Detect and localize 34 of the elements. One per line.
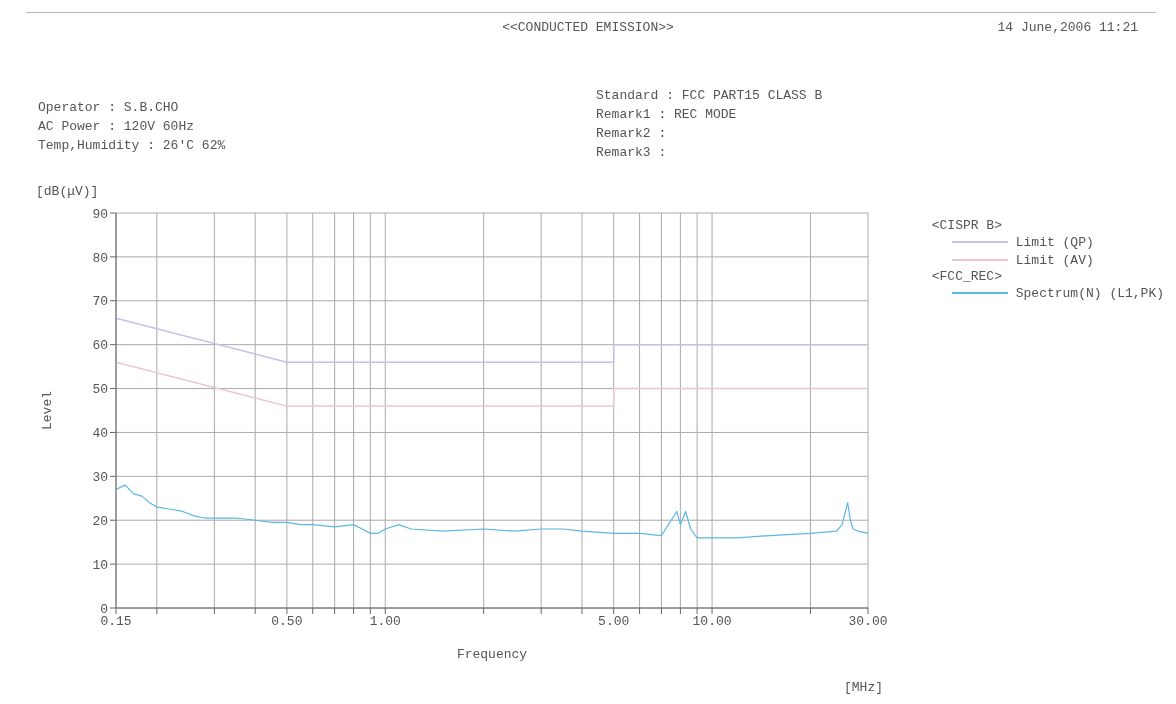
legend-label: Limit (AV) (1015, 252, 1094, 268)
y-tick-label: 80 (92, 250, 108, 266)
y-tick-label: 0 (100, 601, 108, 617)
text: Temp,Humidity : 26'C 62% (38, 138, 226, 153)
text: [MHz] (844, 680, 884, 695)
x-tick-label: 0.15 (100, 614, 132, 630)
y-tick-label: 30 (92, 469, 108, 485)
x-tick-label: 10.00 (692, 614, 732, 630)
legend-label: Spectrum(N) (L1,PK) (1015, 285, 1164, 301)
y-tick-label: 20 (92, 513, 108, 529)
text: <CISPR B> (931, 218, 1003, 233)
legend-label: Limit (QP) (1015, 234, 1094, 250)
x-axis-title: Frequency (456, 647, 528, 662)
y-tick-label: 90 (92, 206, 108, 222)
text: Remark2 : (596, 126, 667, 141)
x-tick-label: 1.00 (369, 614, 401, 630)
y-tick-label: 10 (92, 557, 108, 573)
x-tick-label: 0.50 (271, 614, 303, 630)
y-tick-label: 50 (92, 382, 108, 398)
text: Remark1 : REC MODE (596, 107, 737, 122)
text: [dB(μV)] (36, 184, 99, 199)
text: Standard : FCC PART15 CLASS B (596, 88, 823, 103)
y-axis-title: Level (39, 390, 55, 431)
text: Remark3 : (596, 145, 667, 160)
y-tick-label: 40 (92, 426, 108, 442)
y-tick-label: 70 (92, 294, 108, 310)
x-tick-label: 5.00 (598, 614, 630, 630)
y-tick-label: 60 (92, 338, 108, 354)
chart-title: <<CONDUCTED EMISSION>> (502, 20, 674, 35)
text: AC Power : 120V 60Hz (38, 119, 195, 134)
text: Operator : S.B.CHO (38, 100, 179, 115)
text: 14 June,2006 11:21 (997, 20, 1138, 35)
x-tick-label: 30.00 (848, 614, 888, 630)
text: <FCC_REC> (931, 269, 1003, 284)
